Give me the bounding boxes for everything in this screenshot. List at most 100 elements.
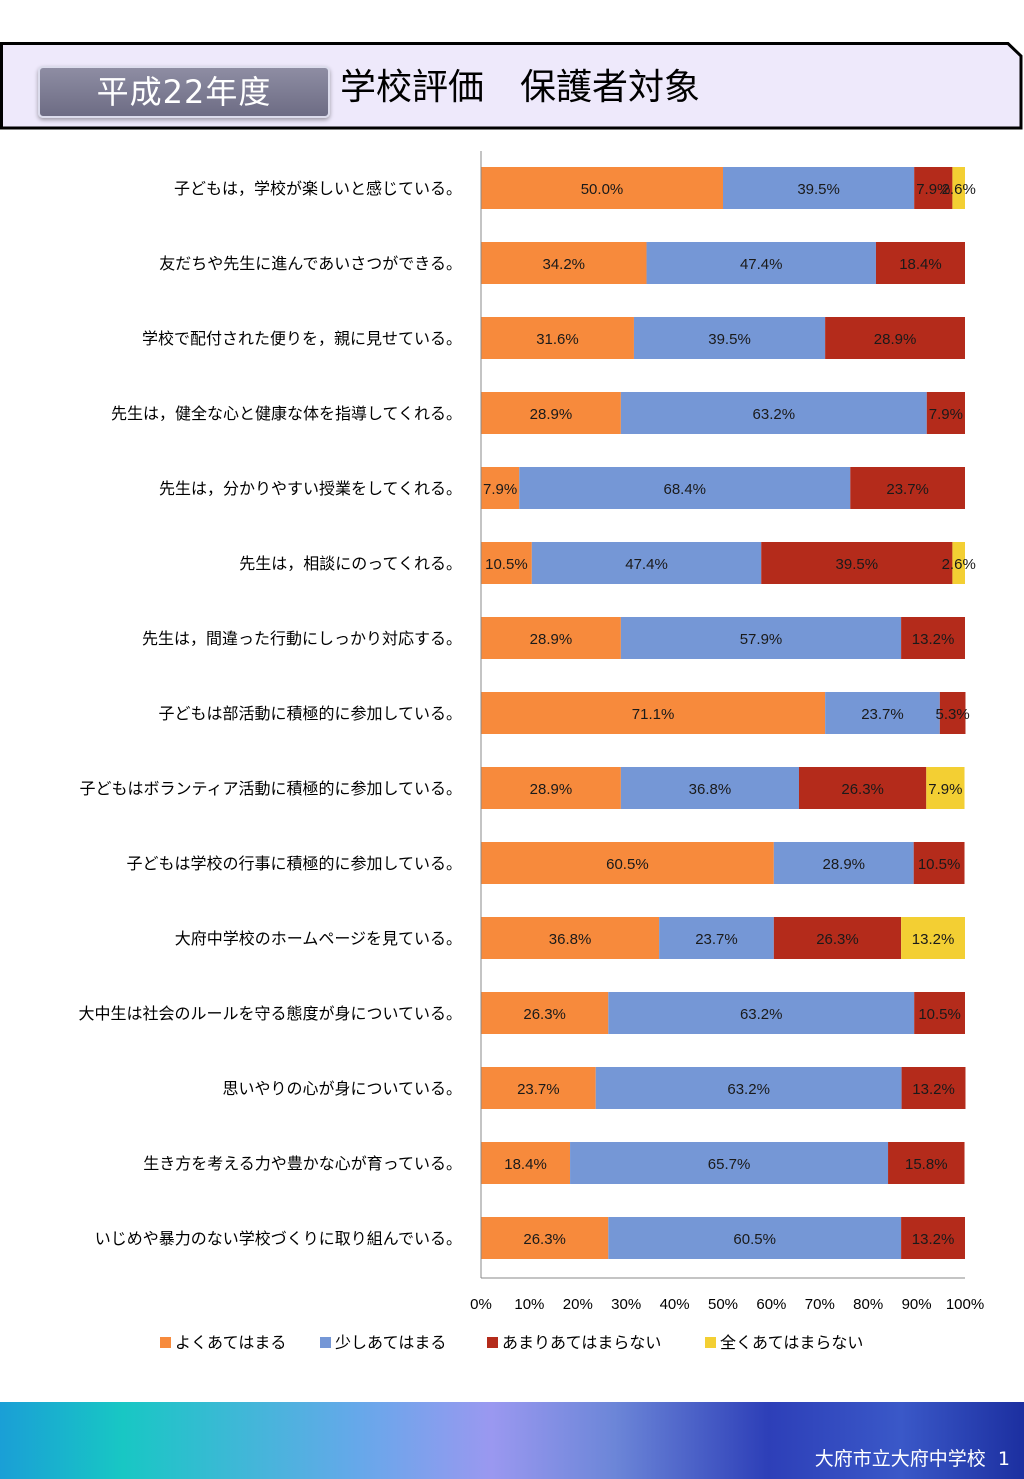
data-label: 23.7% — [695, 931, 738, 948]
bar-segment-2 — [608, 992, 915, 1034]
category-label: 思いやりの心が身についている。 — [222, 1079, 462, 1098]
legend-swatch-4 — [705, 1337, 716, 1348]
data-label: 39.5% — [836, 556, 879, 573]
bar-segment-2 — [825, 692, 940, 734]
bar-segment-2 — [531, 542, 762, 584]
data-label: 26.3% — [523, 1006, 566, 1023]
data-label: 60.5% — [606, 856, 649, 873]
bar-segment-2 — [595, 1067, 902, 1109]
bar-segment-1 — [481, 1217, 609, 1259]
legend-label: 全くあてはまらない — [720, 1333, 863, 1352]
x-tick-label: 40% — [660, 1296, 690, 1313]
data-label: 63.2% — [727, 1081, 770, 1098]
data-label: 28.9% — [530, 406, 573, 423]
data-label: 13.2% — [912, 631, 955, 648]
bar-segment-3 — [761, 542, 953, 584]
bar-segment-3 — [875, 242, 965, 284]
bar-segment-2 — [633, 317, 826, 359]
bar-segment-2 — [646, 242, 876, 284]
data-label: 2.6% — [942, 181, 976, 198]
data-label: 28.9% — [874, 331, 917, 348]
bar-segment-1 — [481, 767, 621, 809]
legend-swatch-3 — [487, 1337, 498, 1348]
data-label: 63.2% — [753, 406, 796, 423]
data-label: 7.9% — [929, 406, 963, 423]
data-label: 15.8% — [905, 1156, 948, 1173]
bar-segment-1 — [481, 542, 532, 584]
bar-segment-3 — [901, 617, 965, 659]
bar-segment-3 — [798, 767, 927, 809]
data-label: 68.4% — [663, 481, 706, 498]
bar-segment-3 — [901, 1067, 966, 1109]
data-label: 63.2% — [740, 1006, 783, 1023]
data-label: 28.9% — [530, 781, 573, 798]
bar-segment-4 — [952, 167, 965, 209]
bar-segment-3 — [914, 992, 965, 1034]
data-label: 10.5% — [918, 856, 961, 873]
category-label: 友だちや先生に進んであいさつができる。 — [159, 254, 462, 273]
year-label: 平成22年度 — [38, 66, 330, 118]
data-label: 36.8% — [549, 931, 592, 948]
bar-segment-3 — [901, 1217, 965, 1259]
data-label: 28.9% — [530, 631, 573, 648]
bar-segment-1 — [481, 917, 660, 959]
bar-segment-2 — [659, 917, 774, 959]
category-label: 子どもは，学校が楽しいと感じている。 — [174, 179, 462, 198]
legend-swatch-1 — [160, 1337, 171, 1348]
bar-segment-1 — [481, 1142, 571, 1184]
category-label: 大中生は社会のルールを守る態度が身についている。 — [78, 1004, 462, 1023]
category-label: 学校で配付された便りを，親に見せている。 — [142, 329, 462, 348]
bar-segment-1 — [481, 842, 774, 884]
page-title: 学校評価 保護者対象 — [340, 67, 701, 108]
bar-segment-2 — [773, 842, 914, 884]
data-label: 7.9% — [483, 481, 517, 498]
x-tick-label: 100% — [946, 1296, 984, 1313]
data-label: 31.6% — [536, 331, 579, 348]
category-label: 子どもは学校の行事に積極的に参加している。 — [126, 854, 462, 873]
data-label: 34.2% — [542, 256, 585, 273]
category-label: 先生は，相談にのってくれる。 — [239, 554, 462, 573]
page-header: 平成22年度 学校評価 保護者対象 — [0, 42, 1023, 130]
category-label: 先生は，間違った行動にしっかり対応する。 — [142, 629, 462, 648]
bar-segment-1 — [481, 692, 826, 734]
data-label: 39.5% — [797, 181, 840, 198]
bar-segment-3 — [888, 1142, 965, 1184]
data-label: 65.7% — [708, 1156, 751, 1173]
legend-swatch-2 — [320, 1337, 331, 1348]
category-label: いじめや暴力のない学校づくりに取り組んでいる。 — [95, 1229, 462, 1248]
bar-segment-1 — [481, 617, 621, 659]
bar-segment-3 — [939, 692, 966, 734]
x-tick-label: 20% — [563, 1296, 593, 1313]
category-label: 先生は，健全な心と健康な体を指導してくれる。 — [111, 404, 462, 423]
data-label: 26.3% — [523, 1231, 566, 1248]
bar-segment-2 — [608, 1217, 902, 1259]
data-label: 18.4% — [899, 256, 942, 273]
bar-segment-2 — [620, 767, 799, 809]
data-label: 7.9% — [916, 181, 950, 198]
bar-segment-2 — [620, 392, 927, 434]
category-label: 子どもは部活動に積極的に参加している。 — [158, 704, 462, 723]
x-tick-label: 90% — [902, 1296, 932, 1313]
data-label: 50.0% — [581, 181, 624, 198]
stacked-bar-chart: 子どもは，学校が楽しいと感じている。 50.0% 39.5% 7.9%2.6%友だちや… — [78, 151, 984, 1352]
legend-label: あまりあてはまらない — [502, 1333, 661, 1352]
category-label: 先生は，分かりやすい授業をしてくれる。 — [159, 479, 462, 498]
x-tick-label: 0% — [470, 1296, 492, 1313]
bar-segment-3 — [850, 467, 965, 509]
data-label: 23.7% — [861, 706, 904, 723]
x-tick-label: 10% — [514, 1296, 544, 1313]
bar-segment-2 — [519, 467, 851, 509]
data-label: 71.1% — [632, 706, 675, 723]
bar-segment-1 — [481, 242, 647, 284]
x-tick-label: 30% — [611, 1296, 641, 1313]
bar-segment-3 — [913, 842, 965, 884]
data-label: 39.5% — [708, 331, 751, 348]
footer-text: 大府市立大府中学校 1 — [815, 1444, 1010, 1471]
category-label: 大府中学校のホームページを見ている。 — [175, 929, 462, 948]
bar-segment-1 — [481, 1067, 596, 1109]
bar-segment-4 — [926, 767, 965, 809]
bar-segment-1 — [481, 992, 609, 1034]
x-tick-label: 70% — [805, 1296, 835, 1313]
bar-segment-1 — [481, 167, 723, 209]
bar-segment-3 — [926, 392, 965, 434]
